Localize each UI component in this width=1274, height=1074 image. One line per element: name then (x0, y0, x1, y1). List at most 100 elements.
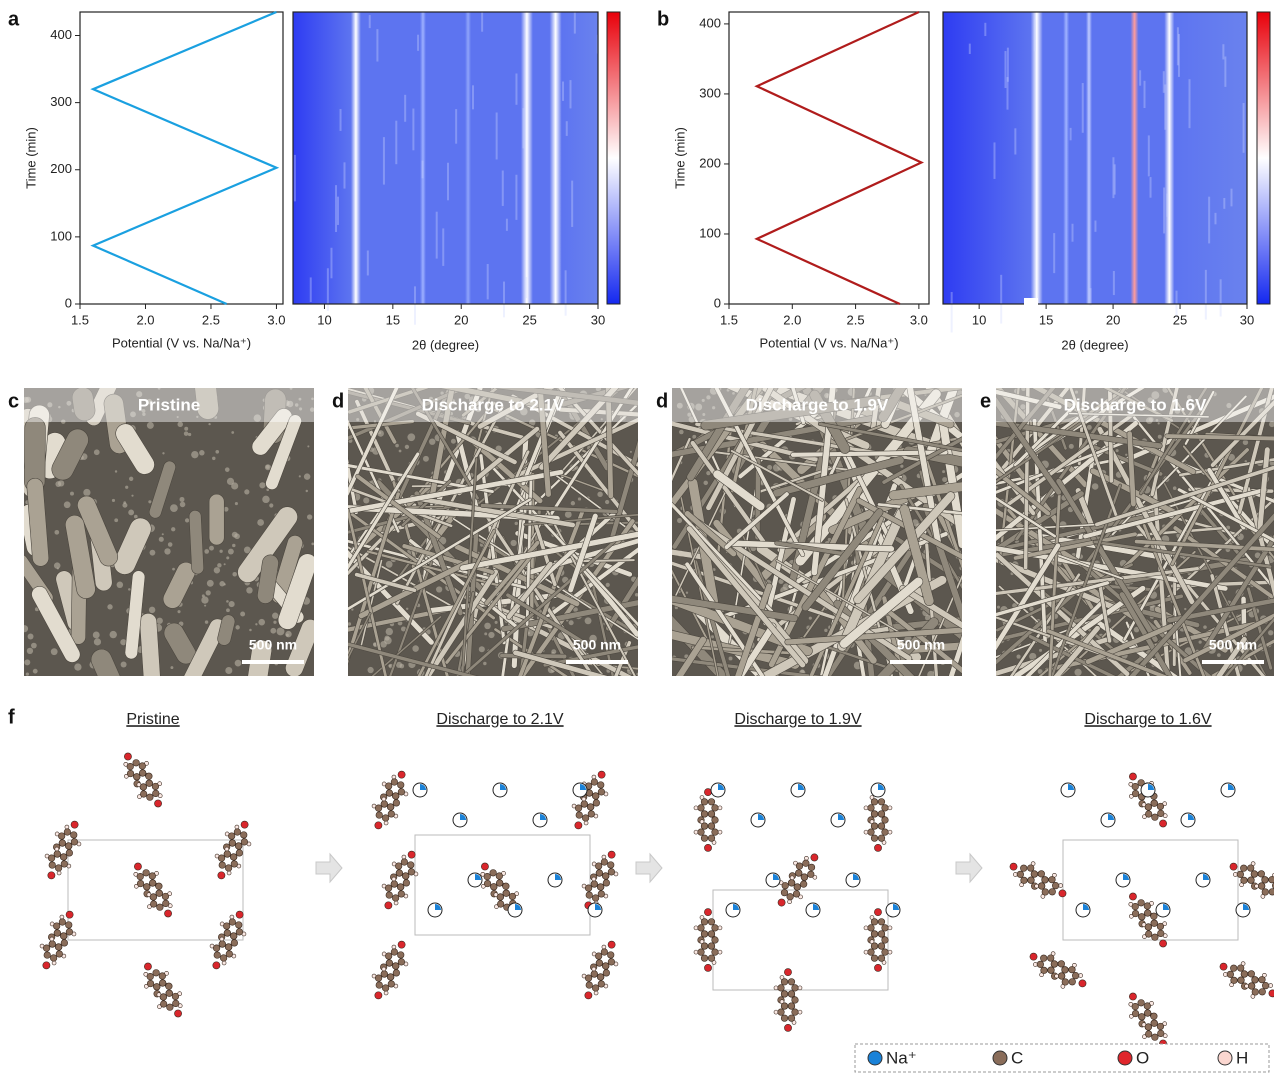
atom (795, 869, 803, 877)
atom (156, 903, 164, 911)
heatmap-texture (1094, 220, 1097, 232)
atom (385, 789, 393, 797)
atom (874, 908, 882, 917)
atom (159, 979, 167, 987)
sem-fiber (77, 495, 119, 567)
atom (165, 982, 173, 990)
sem-particle (164, 548, 171, 555)
atom (1052, 882, 1060, 890)
atom (56, 870, 62, 876)
heatmap-texture (1139, 70, 1142, 86)
sem-fiber (456, 426, 540, 496)
atom (585, 981, 593, 989)
atom (877, 942, 886, 950)
sem-particle (54, 530, 60, 535)
sem-particle (996, 605, 1000, 609)
atom (58, 832, 66, 840)
structure-title: Pristine (126, 711, 179, 728)
heatmap-texture (1208, 196, 1211, 244)
atom (787, 978, 796, 986)
sem-particle (712, 568, 716, 572)
sem-particle (149, 549, 156, 556)
atom (148, 872, 156, 880)
sem-fiber (208, 493, 225, 546)
sem-particle (514, 521, 519, 526)
atom (874, 843, 882, 852)
atom (600, 948, 608, 956)
sem-particle (26, 647, 34, 655)
atom (489, 869, 497, 877)
step-arrow (635, 852, 663, 884)
sem-particle (262, 495, 270, 504)
na-ion-fill (1083, 904, 1089, 910)
sem-particle (676, 402, 683, 409)
sem-fiber (996, 391, 1062, 496)
atom (707, 834, 716, 842)
heatmap-texture (442, 228, 445, 266)
sem-particle (942, 470, 946, 474)
atom (165, 989, 173, 997)
heatmap-texture (366, 250, 369, 276)
sem-particle (201, 594, 205, 598)
structure-title: Discharge to 1.6V (1084, 711, 1212, 728)
atom (229, 914, 235, 920)
atom (51, 960, 57, 966)
atom (132, 759, 140, 767)
heatmap-texture (502, 281, 505, 318)
atom (1262, 982, 1270, 990)
sem-particle (156, 617, 163, 624)
na-ion-fill (758, 814, 764, 820)
sem-particle (679, 429, 684, 435)
sem-particle (595, 388, 602, 392)
atom (1138, 913, 1146, 921)
heatmap-texture (414, 286, 417, 325)
atom (881, 924, 889, 932)
atom (221, 960, 227, 966)
structure-title: Discharge to 2.1V (436, 711, 564, 728)
sem-particle (405, 607, 409, 611)
atom (218, 940, 226, 948)
panel-label: d (656, 390, 668, 412)
na-ion-fill (475, 874, 481, 880)
atom (481, 862, 489, 871)
atom (126, 762, 134, 771)
atom (164, 909, 172, 918)
sem-particle (170, 666, 174, 670)
atom (1157, 809, 1165, 818)
sem-particle (1157, 401, 1160, 405)
atom (387, 980, 395, 988)
atom (787, 1002, 796, 1010)
atom (587, 803, 595, 811)
atom (602, 872, 610, 880)
atom (1254, 883, 1259, 889)
sem-fiber (348, 615, 442, 676)
sem-particle (494, 620, 498, 624)
atom (1258, 988, 1266, 996)
heatmap-texture (1069, 127, 1072, 141)
sem-particle (429, 438, 436, 445)
sem-particle (141, 408, 146, 413)
sem-fiber (348, 637, 539, 676)
atom (174, 1009, 182, 1018)
sem-particle (171, 527, 176, 532)
colorbar (606, 11, 621, 305)
atom (1230, 964, 1238, 972)
atom (1150, 1012, 1158, 1020)
heatmap-texture (968, 43, 971, 54)
atom (55, 864, 63, 872)
na-ion-fill (1163, 904, 1169, 910)
sem-particle (187, 432, 192, 437)
atom (1016, 870, 1024, 878)
sem-fiber (603, 388, 614, 500)
x-tick-label: 30 (1240, 312, 1254, 327)
atom (402, 872, 410, 880)
sem-particle (520, 407, 528, 416)
sem-fiber (672, 636, 707, 676)
sem-particle (573, 607, 578, 612)
sem-fiber (877, 502, 962, 516)
sem-particle (800, 669, 805, 674)
sem-particle (367, 666, 374, 674)
sem-particle (24, 625, 29, 633)
sem-particle (61, 419, 66, 424)
y-tick-label: 0 (714, 295, 721, 310)
